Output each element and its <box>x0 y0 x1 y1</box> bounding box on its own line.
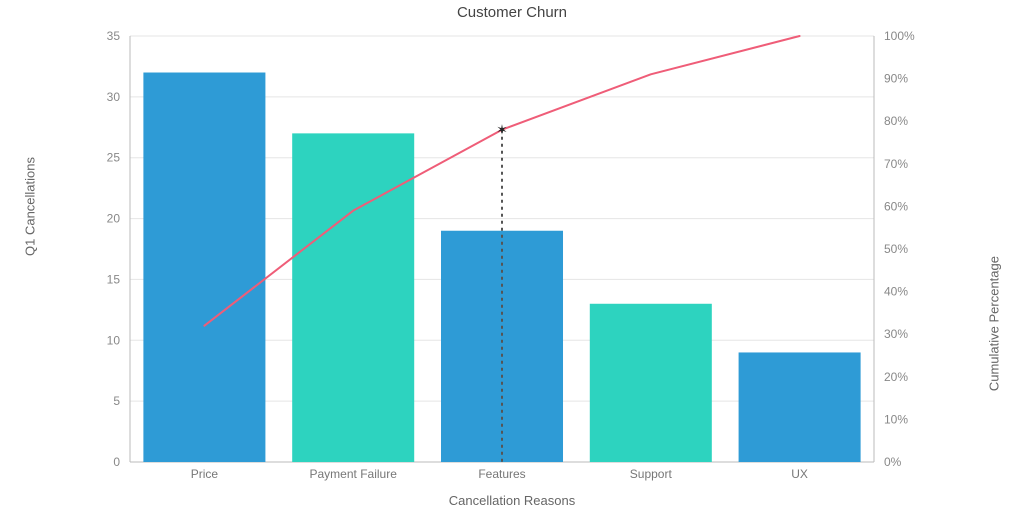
bar <box>739 352 861 462</box>
y-left-tick-label: 25 <box>107 151 121 165</box>
category-label: Payment Failure <box>310 467 398 481</box>
y-left-tick-label: 0 <box>113 455 120 469</box>
category-label: UX <box>791 467 808 481</box>
y-right-tick-label: 90% <box>884 72 908 86</box>
y-left-tick-label: 15 <box>107 272 121 286</box>
y-right-tick-label: 60% <box>884 199 908 213</box>
pareto-chart: Customer Churn Cancellation Reasons Q1 C… <box>0 0 1024 512</box>
y-right-tick-label: 10% <box>884 412 908 426</box>
axis-label-y-right: Cumulative Percentage <box>987 256 1002 391</box>
bar <box>143 73 265 462</box>
y-right-tick-label: 40% <box>884 285 908 299</box>
bar <box>590 304 712 462</box>
bar <box>292 133 414 462</box>
marker-icon: ✶ <box>496 122 508 138</box>
y-right-tick-label: 80% <box>884 114 908 128</box>
chart-svg: 0 5 10 15 20 25 30 35 0% 10% 20% 30% 40% 50% 60% 70% 80%… <box>0 0 1024 512</box>
category-label: Price <box>191 467 219 481</box>
y-right-tick-label: 70% <box>884 157 908 171</box>
y-left-tick-label: 5 <box>113 394 120 408</box>
category-label: Features <box>478 467 525 481</box>
y-left-tick-label: 20 <box>107 212 121 226</box>
axis-label-y-left: Q1 Cancellations <box>23 157 38 256</box>
chart-title: Customer Churn <box>0 4 1024 21</box>
y-right-tick-label: 30% <box>884 327 908 341</box>
y-left-tick-label: 10 <box>107 333 121 347</box>
y-right-tick-label: 20% <box>884 370 908 384</box>
y-left-tick-label: 35 <box>107 29 121 43</box>
axis-label-x: Cancellation Reasons <box>0 493 1024 508</box>
y-left-tick-label: 30 <box>107 90 121 104</box>
category-label: Support <box>630 467 673 481</box>
y-right-tick-label: 50% <box>884 242 908 256</box>
y-right-tick-label: 0% <box>884 455 902 469</box>
y-right-tick-label: 100% <box>884 29 915 43</box>
